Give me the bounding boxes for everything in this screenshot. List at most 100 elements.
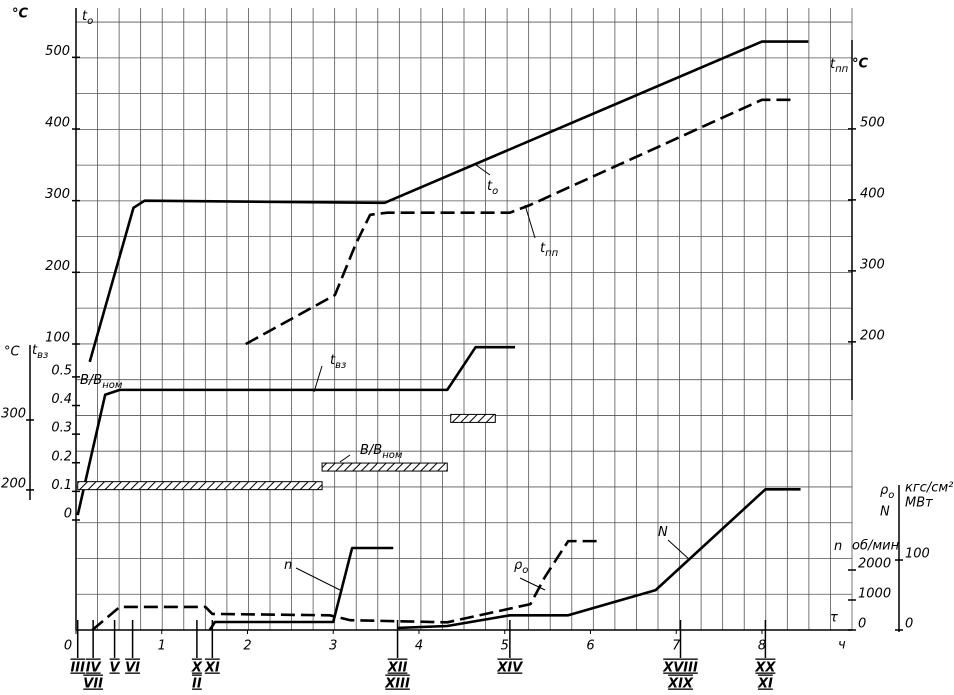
curve-label-base: t — [540, 241, 546, 256]
axis-unit: °C — [852, 57, 869, 72]
stage-label: II — [192, 677, 202, 692]
curve-label-sub: вз — [335, 360, 346, 371]
series-line — [208, 546, 394, 631]
curve-label-base: N — [658, 525, 668, 540]
x-tick-label: 7 — [672, 639, 681, 654]
axis-label: tпп — [830, 57, 849, 76]
stage-label: III — [70, 661, 85, 676]
y-tick-label: 1000 — [858, 587, 891, 602]
curve-label-base: t — [330, 353, 336, 368]
stage-label: XI — [757, 677, 773, 692]
stage-label: XX — [754, 661, 776, 676]
leader-line — [313, 365, 323, 393]
series-line — [397, 488, 801, 630]
curve-label-base: ρ — [514, 558, 523, 573]
axis-unit: °C — [12, 7, 29, 22]
stage-label: XI — [204, 661, 220, 676]
x-tick-label: 8 — [758, 639, 766, 654]
y-tick-label: 0.2 — [51, 449, 72, 464]
stage-label: XII — [387, 661, 408, 676]
series-line — [88, 40, 809, 363]
curve-label: n — [284, 558, 292, 573]
y-tick-label: 0 — [64, 507, 72, 522]
axis-label-base: t — [830, 57, 836, 72]
y-tick-label: 500 — [45, 44, 70, 59]
stage-label: XIV — [496, 661, 523, 676]
leader-line — [339, 454, 351, 463]
x-tick-label: 2 — [243, 639, 251, 654]
axis-label: to — [82, 9, 93, 28]
y-tick-label: 200 — [45, 259, 70, 274]
curve-label: N — [658, 525, 668, 540]
curve-label-sub: ном — [382, 450, 403, 461]
x-tick-label: 1 — [158, 639, 166, 654]
leader-line — [524, 204, 536, 239]
axis-label-sub: пп — [835, 64, 849, 75]
axis-unit: °C — [4, 345, 21, 360]
y2-tick-label: 300 — [860, 257, 885, 272]
stage-label: IV — [86, 661, 102, 676]
stage-label: VII — [83, 677, 103, 692]
y-tick-label: 100 — [45, 331, 70, 346]
curve-label: tпп — [540, 241, 559, 260]
curve-label-sub: пп — [545, 248, 559, 259]
curve-label-sub: o — [522, 565, 528, 576]
x-axis-label: τ — [830, 611, 838, 626]
x-tick-label: 5 — [501, 639, 509, 654]
grid — [75, 8, 853, 631]
axis-label: tвз — [32, 343, 48, 362]
x-tick-label: 3 — [329, 639, 337, 654]
leader-line — [295, 567, 341, 591]
curve-label: to — [487, 179, 498, 198]
y2-tick-label: 400 — [860, 186, 885, 201]
series-line — [91, 539, 598, 631]
axis-unit: кгс/см² — [905, 481, 953, 496]
series-line — [76, 345, 516, 516]
stage-label: VI — [125, 661, 140, 676]
y-tick-label: 0.3 — [51, 421, 72, 436]
x-tick-label: 0 — [64, 639, 72, 654]
y-tick-label: 400 — [45, 116, 70, 131]
y2-tick-label: 0 — [905, 617, 913, 632]
y-tick-label: 0 — [858, 617, 866, 632]
stage-label: XVIII — [662, 661, 698, 676]
stage-label: XIX — [667, 677, 694, 692]
axis-unit: МВт — [905, 496, 933, 511]
axis-label-base: B/B — [80, 373, 102, 388]
stage-label: X — [191, 661, 203, 676]
curve-label-base: t — [487, 179, 493, 194]
stage-label: V — [110, 661, 121, 676]
y2-tick-label: 200 — [1, 476, 26, 491]
axis-label: N — [880, 505, 890, 520]
axis-label-sub: o — [87, 16, 93, 27]
y2-tick-label: 500 — [860, 115, 885, 130]
series-line — [245, 98, 796, 346]
x-axis-label: ч — [838, 638, 846, 653]
hatched-band — [450, 413, 496, 423]
axis-label: B/Bном — [80, 373, 123, 392]
axis-label-sub: ном — [102, 380, 123, 391]
hatched-band — [77, 481, 323, 491]
y-tick-label: 0.4 — [51, 392, 72, 407]
x-tick-label: 4 — [415, 639, 423, 654]
y-tick-label: 0.1 — [51, 478, 72, 493]
leader-line — [475, 164, 491, 176]
y2-tick-label: 200 — [860, 328, 885, 343]
y-tick-label: 300 — [45, 187, 70, 202]
y2-tick-label: 100 — [905, 547, 930, 562]
leader-line — [519, 577, 546, 591]
axis-label-base: n — [834, 539, 842, 554]
axis-label: n — [834, 539, 842, 554]
stage-label: XIII — [384, 677, 410, 692]
curve-label-base: B/B — [360, 443, 382, 458]
axis-label-sub: o — [888, 490, 894, 501]
y-tick-label: 2000 — [858, 557, 891, 572]
curve-label: tвз — [330, 353, 346, 372]
axis-label-sub: вз — [37, 350, 48, 361]
curve-label-sub: o — [492, 186, 498, 197]
x-tick-label: 6 — [586, 639, 594, 654]
axis-unit: об/мин — [852, 539, 900, 554]
y2-tick-label: 300 — [1, 406, 26, 421]
leader-line — [667, 539, 691, 561]
